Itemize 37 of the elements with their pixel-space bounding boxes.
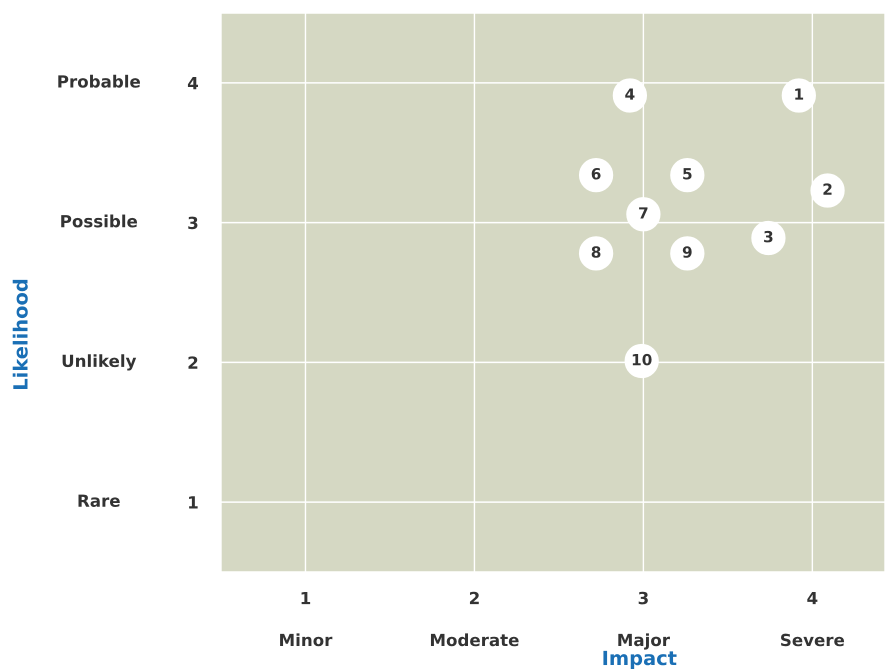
text: Unlikely (62, 354, 136, 371)
x-tick-label: 2 (470, 592, 479, 604)
point (578, 158, 614, 192)
text: Severe (781, 634, 844, 646)
text: Likelihood (12, 280, 28, 389)
x-axis-title: Impact (603, 650, 677, 669)
annotation: 5 (683, 168, 692, 180)
x-tick-label: 3 (638, 592, 648, 604)
annotation: 1 (795, 88, 804, 100)
y-tick-label: 2 (188, 356, 198, 369)
annotation: 10 (632, 354, 652, 366)
annotation: 7 (639, 207, 648, 218)
y-tick-label: 4 (188, 77, 198, 90)
annotation: 4 (625, 88, 634, 100)
text: Minor (280, 633, 332, 646)
point (670, 236, 704, 270)
y-tick-label: 3 (188, 216, 198, 230)
text: Rare (78, 494, 120, 507)
text: Major (618, 633, 670, 650)
annotation: 9 (682, 246, 692, 258)
annotation: 6 (592, 168, 601, 180)
annotation: 8 (592, 246, 600, 258)
text: Moderate (430, 633, 519, 646)
point (578, 236, 614, 270)
point (810, 173, 845, 208)
text: Probable (58, 74, 140, 88)
annotation: 3 (764, 230, 773, 242)
x-tick-label: 1 (302, 592, 310, 604)
point (626, 197, 661, 232)
point (751, 220, 786, 256)
x-tick-label: 4 (807, 592, 818, 604)
text: Possible (61, 214, 138, 228)
annotation: 2 (823, 183, 832, 195)
point (612, 78, 648, 113)
y-tick-label: 1 (189, 496, 198, 508)
point (670, 158, 704, 192)
point (782, 78, 816, 113)
